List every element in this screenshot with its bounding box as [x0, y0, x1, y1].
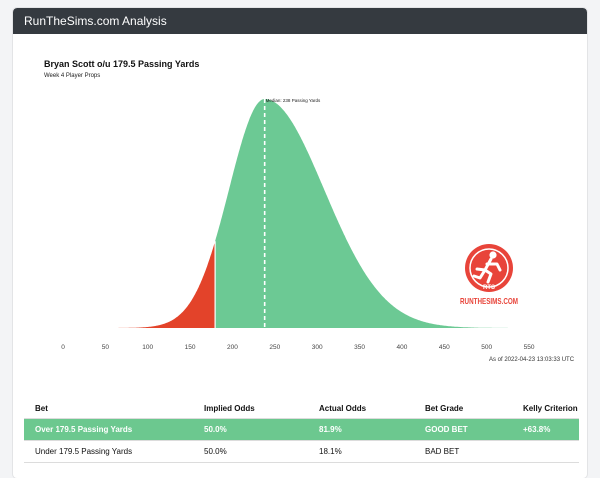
x-tick-label: 250: [269, 344, 280, 351]
kelly-cell: +63.8%: [512, 418, 579, 441]
table-row: Over 179.5 Passing Yards 50.0% 81.9% GOO…: [24, 418, 579, 441]
implied-odds-cell: 50.0%: [193, 440, 308, 463]
x-tick-label: 100: [142, 344, 153, 351]
column-header-bet: Bet: [24, 398, 193, 419]
bet-cell: Over 179.5 Passing Yards: [24, 418, 193, 441]
chart-subtitle: Week 4 Player Props: [44, 73, 101, 79]
svg-text:RUNTHESIMS.COM: RUNTHESIMS.COM: [460, 296, 518, 306]
table-row: Under 179.5 Passing Yards 50.0% 18.1% BA…: [24, 440, 579, 463]
actual-odds-cell: 18.1%: [308, 440, 414, 463]
bet-grade-cell: GOOD BET: [414, 418, 512, 441]
timestamp: As of 2022-04-23 13:03:33 UTC: [489, 357, 575, 363]
distribution-chart: Median: 238 Passing Yards 0 50 100 150 200 250…: [61, 98, 546, 351]
x-tick-label: 0: [61, 344, 65, 351]
x-tick-label: 300: [312, 344, 323, 351]
analysis-card: RunTheSims.com Analysis Median: 238 Pass…: [13, 8, 587, 478]
column-header-actual-odds: Actual Odds: [308, 398, 414, 419]
chart-title: Bryan Scott o/u 179.5 Passing Yards: [44, 59, 200, 69]
x-tick-label: 450: [439, 344, 450, 351]
bets-table: Bet Implied Odds Actual Odds Bet Grade K…: [24, 398, 579, 463]
runthesims-logo-icon: RTS RUNTHESIMS.COM: [453, 242, 525, 314]
over-area: [215, 99, 546, 328]
card-header: RunTheSims.com Analysis: [13, 8, 587, 34]
x-tick-label: 500: [481, 344, 492, 351]
x-tick-label: 50: [102, 344, 110, 351]
bet-cell: Under 179.5 Passing Yards: [24, 440, 193, 463]
column-header-bet-grade: Bet Grade: [414, 398, 512, 419]
x-tick-label: 200: [227, 344, 238, 351]
table-header-row: Bet Implied Odds Actual Odds Bet Grade K…: [24, 398, 579, 419]
actual-odds-cell: 81.9%: [308, 418, 414, 441]
x-tick-label: 550: [524, 344, 535, 351]
column-header-implied-odds: Implied Odds: [193, 398, 308, 419]
implied-odds-cell: 50.0%: [193, 418, 308, 441]
x-tick-label: 400: [397, 344, 408, 351]
x-tick-label: 150: [185, 344, 196, 351]
kelly-cell: [512, 440, 579, 463]
column-header-kelly-criterion: Kelly Criterion: [512, 398, 579, 419]
under-area: [75, 241, 216, 328]
x-tick-label: 350: [354, 344, 365, 351]
median-label: Median: 238 Passing Yards: [266, 98, 321, 103]
svg-text:RTS: RTS: [483, 285, 495, 291]
bet-grade-cell: BAD BET: [414, 440, 512, 463]
